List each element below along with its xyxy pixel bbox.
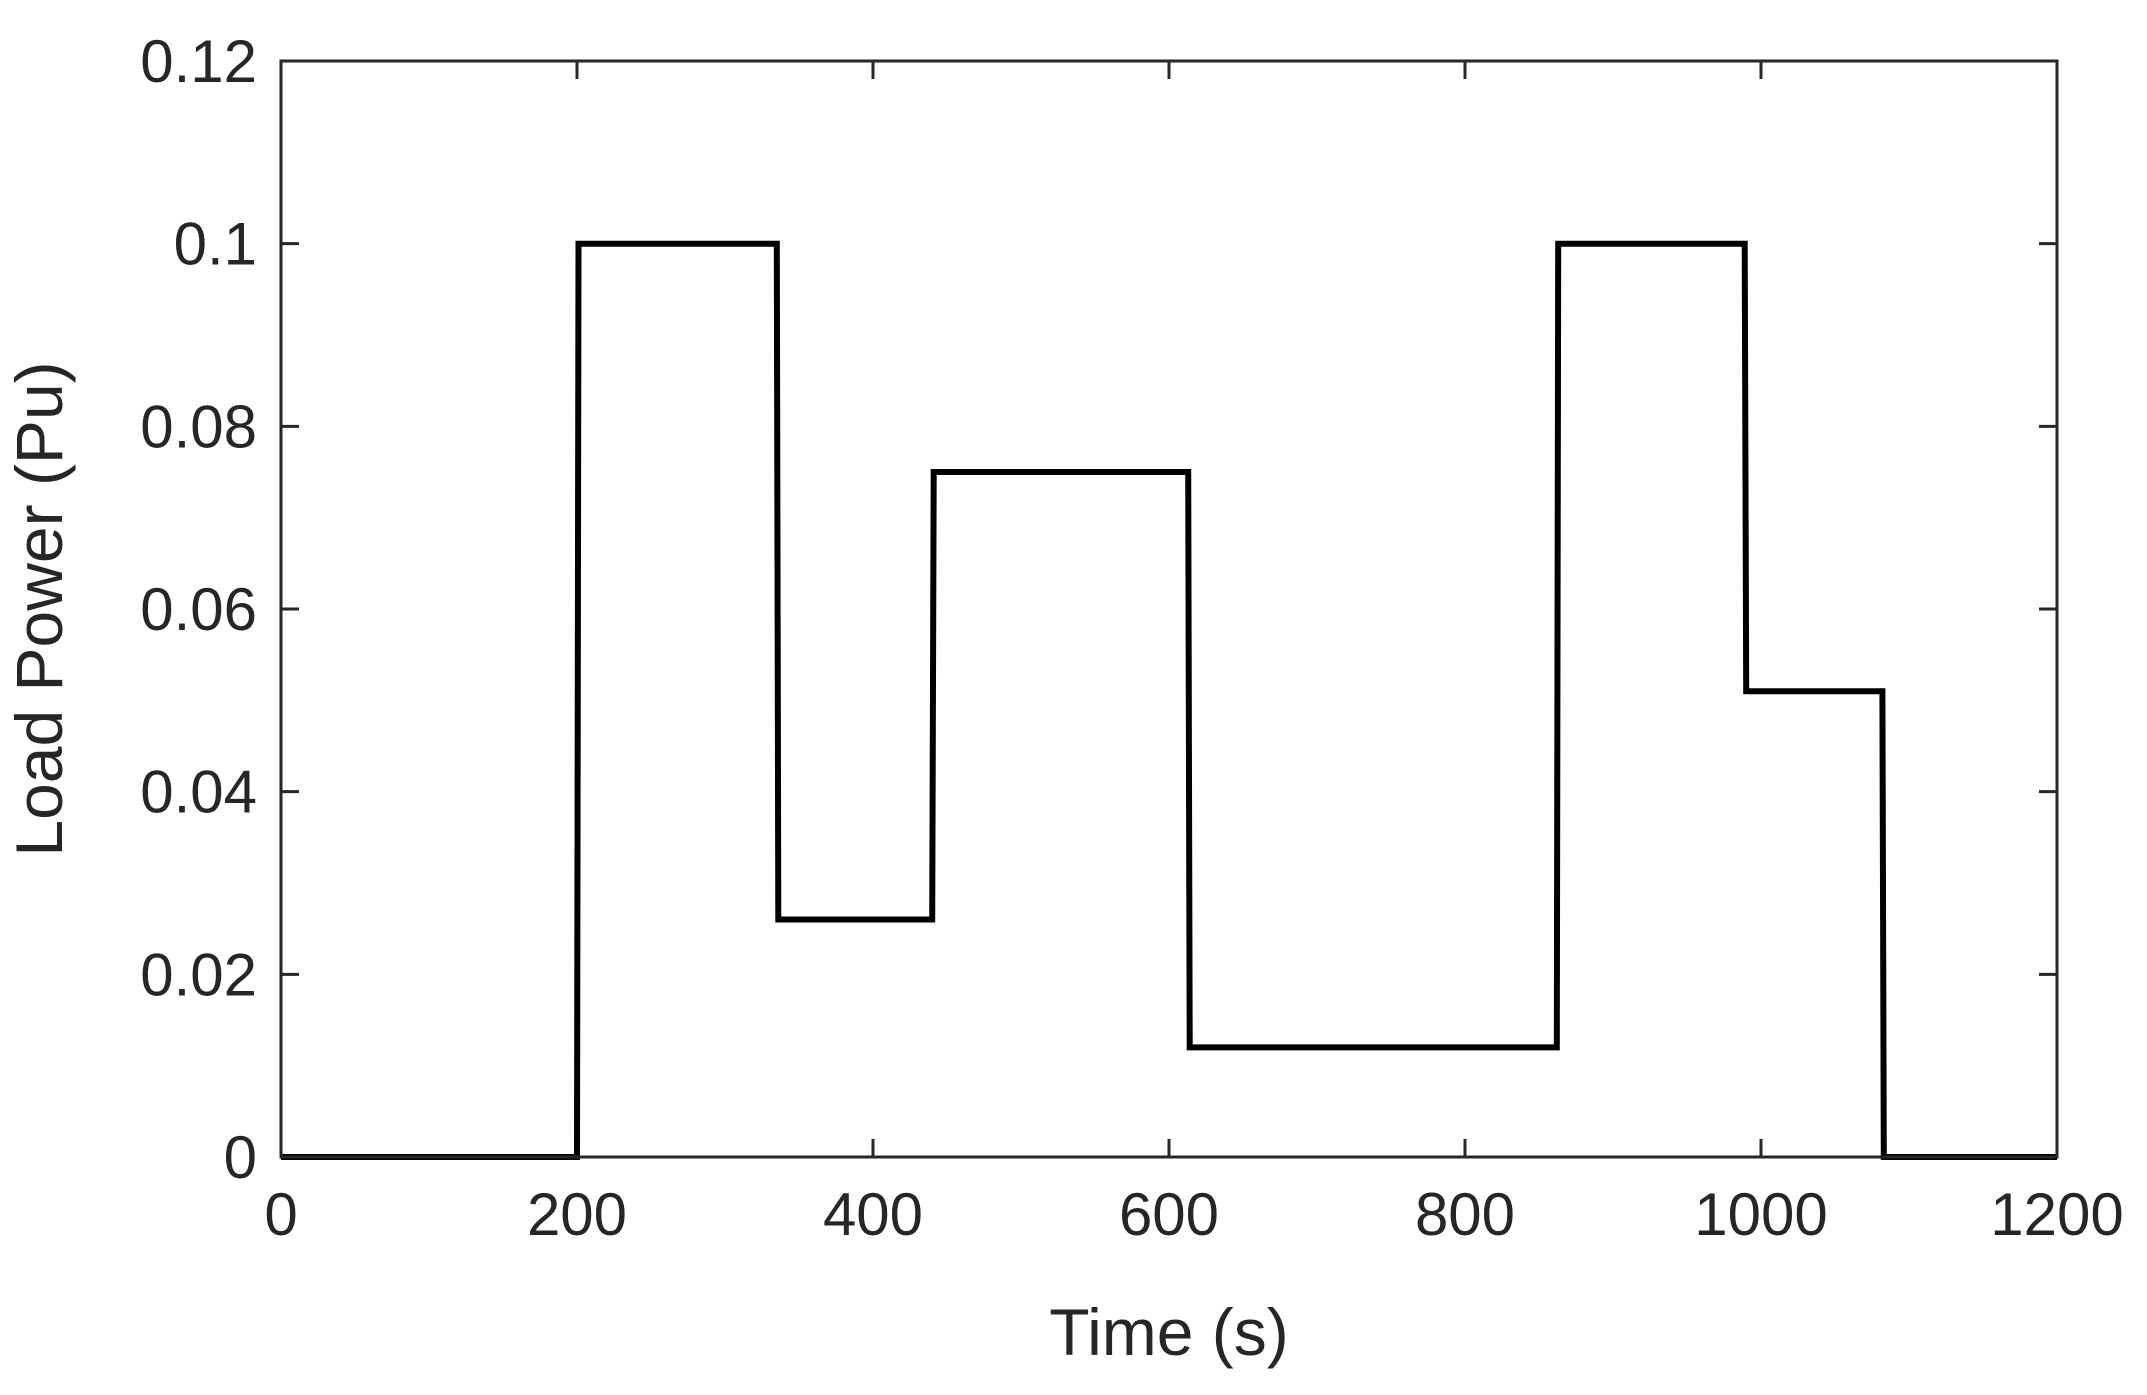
plot-frame xyxy=(279,59,2059,1159)
y-tick-label: 0.04 xyxy=(140,759,257,826)
y-tick-label: 0 xyxy=(224,1124,257,1191)
y-tick-label: 0.1 xyxy=(174,211,257,278)
y-axis-label: Load Power (Pu) xyxy=(2,361,76,856)
x-tick-label: 600 xyxy=(1119,1181,1219,1248)
x-tick-label: 1000 xyxy=(1694,1181,1827,1248)
y-tick-labels: 0 0.02 0.04 0.06 0.08 0.1 0.12 xyxy=(140,28,257,1191)
y-tick-label: 0.06 xyxy=(140,576,257,643)
y-tick-label: 0.02 xyxy=(140,941,257,1008)
y-tick-label: 0.12 xyxy=(140,28,257,95)
x-tick-label: 1200 xyxy=(1990,1181,2123,1248)
series-layer xyxy=(281,240,2057,1160)
x-tick-label: 0 xyxy=(264,1181,297,1248)
ticks-layer xyxy=(279,59,2059,1159)
x-tick-labels: 0 200 400 600 800 1000 1200 xyxy=(264,1181,2123,1248)
x-axis-label: Time (s) xyxy=(1049,1295,1289,1369)
y-tick-label: 0.08 xyxy=(140,393,257,460)
x-tick-label: 400 xyxy=(823,1181,923,1248)
x-tick-label: 200 xyxy=(527,1181,627,1248)
x-tick-label: 800 xyxy=(1415,1181,1515,1248)
series-line xyxy=(281,240,2057,1160)
